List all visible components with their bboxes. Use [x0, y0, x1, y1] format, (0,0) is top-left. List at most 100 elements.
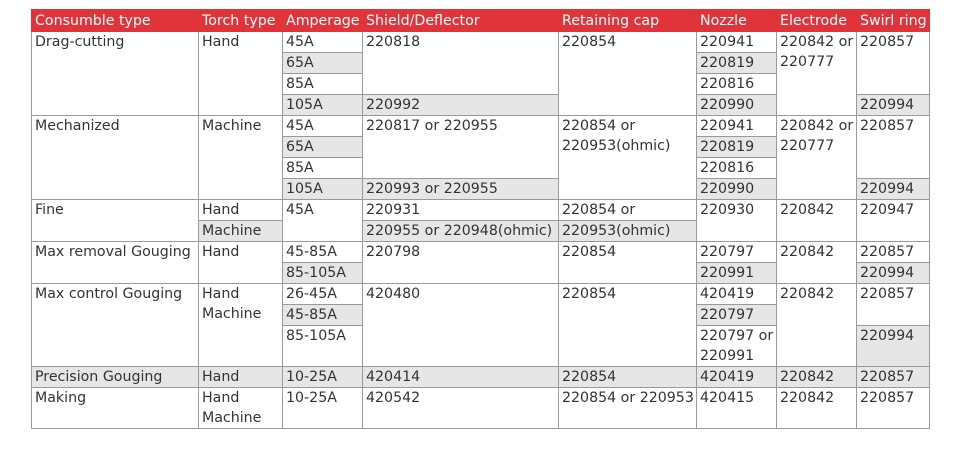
shield-cell: 420414 [362, 366, 559, 388]
shield-cell: 220992 [362, 94, 559, 116]
electrode-cell: 220842 or 220777 [776, 115, 857, 200]
swirl-ring-cell: 220857 [856, 31, 930, 95]
header-torch-type: Torch type [198, 9, 283, 32]
retaining-cap-cell: 220953(ohmic) [558, 220, 697, 242]
nozzle-cell: 220819 [696, 52, 777, 74]
header-row: Consumble type Torch type Amperage Shiel… [31, 9, 930, 32]
nozzle-cell: 420415 [696, 387, 777, 429]
electrode-cell: 220842 or 220777 [776, 31, 857, 116]
amperage-cell: 85A [282, 157, 363, 179]
table-row: 85A 220816 [32, 157, 930, 179]
amperage-cell: 85-105A [282, 262, 363, 284]
table-row: Max removal Gouging Hand 45-85A 220798 2… [31, 241, 930, 284]
shield-cell: 220817 or 220955 [362, 115, 559, 179]
table-row: Machine 220955 or 220948(ohmic) 220953(o… [32, 220, 930, 242]
swirl-ring-cell: 220994 [856, 262, 930, 284]
nozzle-cell: 220797 [696, 304, 777, 326]
retaining-cap-cell: 220854 or 220953(ohmic) [558, 115, 697, 200]
table-row: Precision Gouging Hand 10-25A 420414 220… [31, 366, 930, 388]
header-retaining-cap: Retaining cap [558, 9, 697, 32]
swirl-ring-cell: 220857 [856, 366, 930, 388]
torch-type-cell: Hand Machine [198, 283, 283, 367]
header-electrode: Electrode [776, 9, 857, 32]
nozzle-line: 220991 [700, 348, 755, 364]
electrode-cell: 220842 [776, 241, 857, 284]
swirl-ring-cell: 220857 [856, 283, 930, 326]
amperage-cell: 105A [282, 94, 363, 116]
torch-type-line: Hand [202, 390, 240, 406]
retaining-cap-line: 220953(ohmic) [562, 138, 671, 154]
shield-cell: 420542 [362, 387, 559, 429]
consumable-type-cell: Fine [31, 199, 199, 242]
torch-type-line: Machine [202, 410, 262, 426]
table-row: 105A 220992 220990 220994 [32, 94, 930, 116]
amperage-cell: 45-85A [282, 304, 363, 326]
torch-type-cell: Hand [198, 199, 283, 221]
retaining-cap-cell: 220854 [558, 31, 697, 116]
header-nozzle: Nozzle [696, 9, 777, 32]
consumables-table-frame: Consumble type Torch type Amperage Shiel… [31, 9, 930, 429]
swirl-ring-cell: 220994 [856, 94, 930, 116]
retaining-cap-line: 220854 or [562, 118, 636, 134]
shield-cell: 220955 or 220948(ohmic) [362, 220, 559, 242]
consumable-type-cell: Mechanized [31, 115, 199, 200]
table-row: Max control Gouging Hand Machine 26-45A … [31, 283, 930, 367]
nozzle-cell: 220797 [696, 241, 777, 263]
nozzle-line: 220797 or [700, 328, 774, 344]
swirl-ring-cell: 220994 [856, 178, 930, 200]
retaining-cap-cell: 220854 or [558, 199, 697, 221]
nozzle-cell: 220930 [696, 199, 777, 242]
shield-cell: 220993 or 220955 [362, 178, 559, 200]
nozzle-cell: 420419 [696, 366, 777, 388]
swirl-ring-cell: 220947 [856, 199, 930, 242]
torch-type-line: Machine [202, 306, 262, 322]
shield-cell: 420480 [362, 283, 559, 367]
amperage-cell: 105A [282, 178, 363, 200]
amperage-cell: 65A [282, 52, 363, 74]
swirl-ring-cell: 220857 [856, 241, 930, 263]
swirl-ring-cell: 220994 [856, 325, 930, 367]
amperage-cell: 26-45A [282, 283, 363, 305]
table-row: Fine Hand 45A 220931 220854 or 220930 22… [31, 199, 930, 242]
table-row: 65A 220819 [32, 136, 930, 158]
electrode-line: 220777 [780, 138, 835, 154]
amperage-cell: 10-25A [282, 387, 363, 429]
retaining-cap-cell: 220854 [558, 283, 697, 367]
shield-cell: 220931 [362, 199, 559, 221]
consumables-table: Consumble type Torch type Amperage Shiel… [31, 9, 930, 429]
header-amperage: Amperage [282, 9, 363, 32]
torch-type-cell: Hand [198, 241, 283, 284]
amperage-cell: 45A [282, 31, 363, 53]
shield-cell: 220798 [362, 241, 559, 284]
consumable-type-cell: Max control Gouging [31, 283, 199, 367]
nozzle-cell: 220941 [696, 31, 777, 53]
retaining-cap-cell: 220854 [558, 241, 697, 284]
header-swirl-ring: Swirl ring [856, 9, 930, 32]
amperage-cell: 45-85A [282, 241, 363, 263]
table-row: 105A 220993 or 220955 220990 220994 [32, 178, 930, 200]
torch-type-cell: Hand [198, 366, 283, 388]
nozzle-cell: 220816 [696, 73, 777, 95]
electrode-line: 220842 or [780, 118, 854, 134]
electrode-cell: 220842 [776, 366, 857, 388]
nozzle-cell: 220797 or 220991 [696, 325, 777, 367]
swirl-ring-cell: 220857 [856, 387, 930, 429]
nozzle-cell: 220990 [696, 94, 777, 116]
electrode-line: 220842 or [780, 34, 854, 50]
header-shield-deflector: Shield/Deflector [362, 9, 559, 32]
torch-type-cell: Hand [198, 31, 283, 116]
torch-type-cell: Hand Machine [198, 387, 283, 429]
shield-cell: 220818 [362, 31, 559, 95]
amperage-cell: 65A [282, 136, 363, 158]
swirl-ring-cell: 220857 [856, 115, 930, 179]
amperage-cell: 85A [282, 73, 363, 95]
consumable-type-cell: Precision Gouging [31, 366, 199, 388]
torch-type-cell: Machine [198, 115, 283, 200]
table-row: Drag-cutting Hand 45A 220818 220854 2209… [31, 31, 930, 116]
amperage-cell: 45A [282, 199, 363, 242]
table-row: 65A 220819 [32, 52, 930, 74]
header-consumable-type: Consumble type [31, 9, 199, 32]
electrode-cell: 220842 [776, 387, 857, 429]
nozzle-cell: 220816 [696, 157, 777, 179]
electrode-line: 220777 [780, 54, 835, 70]
